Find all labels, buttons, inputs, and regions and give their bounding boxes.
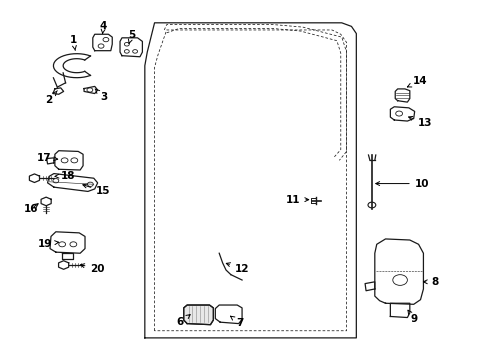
- Polygon shape: [183, 305, 213, 325]
- Text: 6: 6: [176, 315, 190, 327]
- Text: 5: 5: [128, 30, 135, 43]
- Text: 13: 13: [408, 116, 432, 128]
- Text: 9: 9: [407, 310, 416, 324]
- Text: 8: 8: [423, 277, 438, 287]
- Text: 12: 12: [226, 263, 249, 274]
- Text: 11: 11: [285, 195, 308, 204]
- Text: 10: 10: [375, 179, 428, 189]
- Text: 1: 1: [70, 35, 77, 50]
- Text: 14: 14: [407, 76, 427, 87]
- Text: 17: 17: [37, 153, 58, 163]
- Text: 7: 7: [230, 316, 243, 328]
- Text: 3: 3: [95, 89, 107, 102]
- Text: 15: 15: [82, 184, 110, 197]
- Text: 20: 20: [81, 264, 105, 274]
- Text: 16: 16: [24, 203, 39, 213]
- Text: 19: 19: [38, 239, 59, 249]
- Text: 4: 4: [100, 21, 107, 33]
- Text: 18: 18: [55, 171, 76, 181]
- Text: 2: 2: [45, 91, 57, 105]
